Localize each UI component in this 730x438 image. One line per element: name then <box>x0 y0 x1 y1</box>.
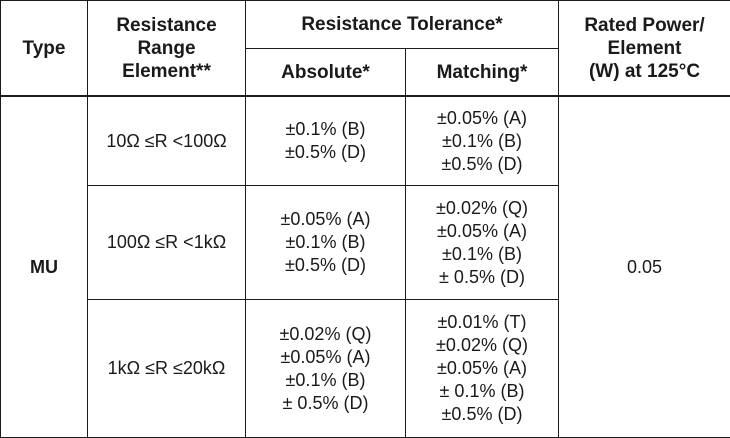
matching-cell: ±0.02% (Q) ±0.05% (A) ±0.1% (B) ± 0.5% (… <box>406 186 559 300</box>
table-row: MU 10Ω ≤R <100Ω ±0.1% (B) ±0.5% (D) ±0.0… <box>1 96 730 186</box>
header-range-line3: Element** <box>88 60 245 83</box>
header-power-line2: Element <box>559 37 730 60</box>
matching-value: ±0.02% (Q) <box>406 197 558 220</box>
header-range-line1: Resistance <box>88 14 245 37</box>
matching-value: ±0.5% (D) <box>406 403 558 426</box>
header-range: Resistance Range Element** <box>88 1 246 97</box>
header-row-1: Type Resistance Range Element** Resistan… <box>1 1 730 49</box>
header-tolerance: Resistance Tolerance* <box>246 1 559 49</box>
matching-value: ± 0.5% (D) <box>406 266 558 289</box>
matching-value: ±0.1% (B) <box>406 130 558 153</box>
absolute-value: ±0.05% (A) <box>246 208 405 231</box>
header-type: Type <box>1 1 88 97</box>
absolute-value: ±0.05% (A) <box>246 346 405 369</box>
absolute-cell: ±0.1% (B) ±0.5% (D) <box>246 96 406 186</box>
absolute-cell: ±0.05% (A) ±0.1% (B) ±0.5% (D) <box>246 186 406 300</box>
absolute-value: ±0.1% (B) <box>246 231 405 254</box>
power-cell: 0.05 <box>559 96 730 438</box>
header-power-line1: Rated Power/ <box>559 14 730 37</box>
absolute-value: ± 0.5% (D) <box>246 392 405 415</box>
absolute-value: ±0.1% (B) <box>246 118 405 141</box>
matching-value: ±0.05% (A) <box>406 220 558 243</box>
matching-value: ±0.05% (A) <box>406 357 558 380</box>
matching-value: ±0.02% (Q) <box>406 334 558 357</box>
matching-value: ±0.1% (B) <box>406 243 558 266</box>
matching-value: ± 0.1% (B) <box>406 380 558 403</box>
absolute-value: ±0.5% (D) <box>246 141 405 164</box>
absolute-value: ±0.5% (D) <box>246 254 405 277</box>
header-power-line3: (W) at 125°C <box>559 60 730 83</box>
matching-value: ±0.01% (T) <box>406 311 558 334</box>
header-range-line2: Range <box>88 37 245 60</box>
header-power: Rated Power/ Element (W) at 125°C <box>559 1 730 97</box>
matching-value: ±0.5% (D) <box>406 153 558 176</box>
matching-cell: ±0.01% (T) ±0.02% (Q) ±0.05% (A) ± 0.1% … <box>406 300 559 438</box>
matching-value: ±0.05% (A) <box>406 107 558 130</box>
absolute-value: ±0.02% (Q) <box>246 323 405 346</box>
header-matching: Matching* <box>406 49 559 97</box>
header-absolute: Absolute* <box>246 49 406 97</box>
type-cell: MU <box>1 96 88 438</box>
range-cell: 1kΩ ≤R ≤20kΩ <box>88 300 246 438</box>
range-cell: 10Ω ≤R <100Ω <box>88 96 246 186</box>
range-cell: 100Ω ≤R <1kΩ <box>88 186 246 300</box>
absolute-cell: ±0.02% (Q) ±0.05% (A) ±0.1% (B) ± 0.5% (… <box>246 300 406 438</box>
matching-cell: ±0.05% (A) ±0.1% (B) ±0.5% (D) <box>406 96 559 186</box>
absolute-value: ±0.1% (B) <box>246 369 405 392</box>
